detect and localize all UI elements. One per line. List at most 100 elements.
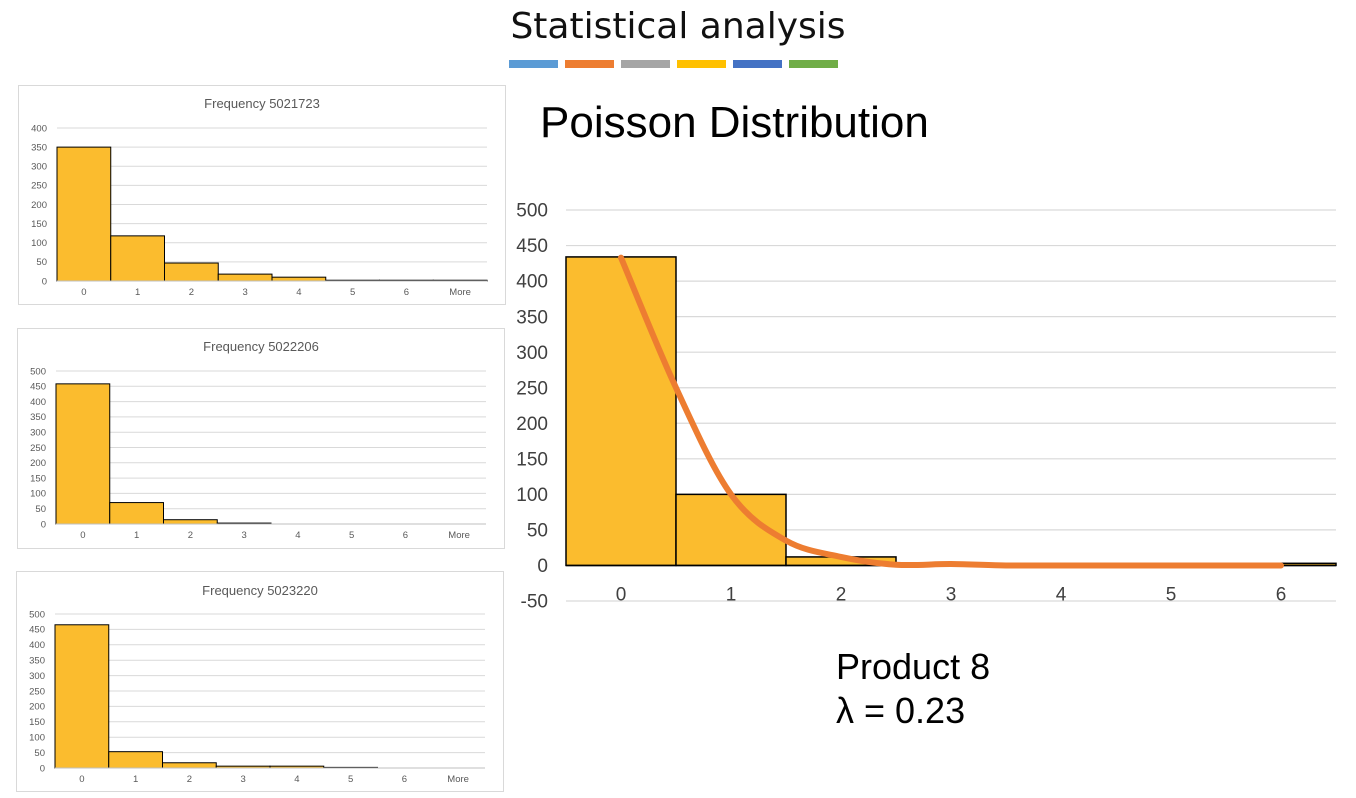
bar: [110, 235, 165, 282]
y-tick-label: 200: [29, 702, 45, 713]
y-tick-label: 200: [30, 458, 46, 469]
accent-swatch: [789, 60, 838, 68]
x-tick-label: 0: [80, 530, 85, 541]
y-tick-label: 350: [516, 307, 548, 328]
bar: [565, 256, 677, 567]
y-tick-label: 350: [31, 142, 47, 153]
x-tick-label: 3: [240, 774, 245, 785]
lambda-caption: λ = 0.23: [836, 690, 966, 731]
y-tick-label: 0: [42, 276, 47, 287]
x-tick-label: 1: [726, 584, 737, 605]
y-tick-label: 100: [516, 485, 548, 506]
x-tick-label: 0: [79, 774, 84, 785]
y-tick-label: 450: [29, 625, 45, 636]
x-tick-label: 1: [135, 287, 140, 298]
x-tick-label: 2: [188, 530, 193, 541]
x-tick-label: More: [449, 287, 471, 298]
x-tick-label: 6: [1276, 584, 1287, 605]
y-tick-label: 0: [40, 763, 45, 774]
y-tick-label: 100: [29, 733, 45, 744]
x-tick-label: 4: [296, 287, 301, 298]
y-tick-label: 150: [516, 449, 548, 470]
y-tick-label: 200: [516, 414, 548, 435]
x-tick-label: 3: [242, 287, 247, 298]
y-tick-label: 0: [41, 519, 46, 530]
product-caption: Product 8: [836, 646, 991, 687]
y-tick-label: 200: [31, 200, 47, 211]
chart-heading: Poisson Distribution: [540, 98, 929, 147]
y-tick-label: 50: [527, 521, 548, 542]
accent-swatch: [565, 60, 614, 68]
y-tick-label: 250: [30, 443, 46, 454]
x-tick-label: 4: [1056, 584, 1067, 605]
y-tick-label: 150: [29, 717, 45, 728]
y-tick-label: 250: [29, 686, 45, 697]
y-tick-label: 100: [31, 238, 47, 249]
x-tick-label: 6: [403, 530, 408, 541]
bar: [162, 762, 217, 769]
bar: [163, 519, 218, 525]
bar: [55, 383, 111, 525]
bar: [108, 751, 163, 769]
accent-swatch: [621, 60, 670, 68]
y-tick-label: 100: [30, 489, 46, 500]
x-tick-label: 2: [189, 287, 194, 298]
x-tick-label: 5: [349, 530, 354, 541]
x-tick-label: More: [448, 530, 470, 541]
x-tick-label: 3: [241, 530, 246, 541]
y-tick-label: 500: [29, 609, 45, 620]
bar: [217, 273, 273, 282]
y-tick-label: 350: [29, 656, 45, 667]
x-tick-label: 5: [350, 287, 355, 298]
y-tick-label: 50: [35, 504, 46, 515]
x-tick-label: 5: [348, 774, 353, 785]
chart-title: Frequency 5021723: [204, 96, 320, 111]
accent-swatch: [733, 60, 782, 68]
y-tick-label: 300: [516, 343, 548, 364]
x-tick-label: 0: [81, 287, 86, 298]
histogram-5021723: Frequency 502172305010015020025030035040…: [31, 96, 488, 298]
y-tick-label: 400: [516, 272, 548, 293]
y-tick-label: 250: [31, 181, 47, 192]
y-tick-label: 0: [537, 556, 548, 577]
x-tick-label: 6: [402, 774, 407, 785]
bar: [109, 502, 164, 525]
y-tick-label: 500: [516, 201, 548, 222]
x-tick-label: 4: [295, 530, 300, 541]
x-tick-label: 1: [134, 530, 139, 541]
y-tick-label: 400: [31, 123, 47, 134]
poisson-chart: -50 0 50 100 150 200 250 300 350 400 450 500 0 1 2 3 4 5 6: [516, 201, 1337, 610]
poisson-fit-line: [618, 254, 1284, 569]
page-title: Statistical analysis: [510, 6, 846, 47]
y-tick-label: 400: [30, 397, 46, 408]
y-tick-label: 150: [30, 473, 46, 484]
y-tick-label: 50: [36, 257, 47, 268]
x-tick-label: 6: [404, 287, 409, 298]
x-tick-label: 2: [187, 774, 192, 785]
x-tick-label: More: [447, 774, 469, 785]
chart-title: Frequency 5023220: [202, 583, 318, 598]
y-tick-label: 300: [29, 671, 45, 682]
y-tick-label: 450: [516, 236, 548, 257]
y-tick-label: 250: [516, 378, 548, 399]
bar: [56, 146, 112, 282]
chart-title: Frequency 5022206: [203, 339, 319, 354]
y-tick-label: 350: [30, 412, 46, 423]
bar: [54, 624, 110, 769]
x-tick-label: 0: [616, 584, 627, 605]
y-tick-label: 150: [31, 219, 47, 230]
y-tick-label: -50: [521, 592, 548, 610]
chart-panel-5021723: Frequency 5021723 0 50 100 150 200 250 300 350 40…: [18, 85, 506, 305]
bar: [164, 262, 219, 282]
x-tick-label: 5: [1166, 584, 1177, 605]
accent-swatch: [677, 60, 726, 68]
histogram-5022206: Frequency 502220605010015020025030035040…: [30, 339, 486, 541]
x-tick-label: 1: [133, 774, 138, 785]
chart-panel-5023220: Frequency 5023220 0 50 100 150 200 250 300 350 40…: [16, 571, 504, 792]
x-tick-label: 2: [836, 584, 847, 605]
y-tick-label: 300: [31, 162, 47, 173]
x-tick-label: 4: [294, 774, 299, 785]
y-tick-label: 400: [29, 640, 45, 651]
y-tick-label: 500: [30, 366, 46, 377]
y-tick-label: 50: [34, 748, 45, 759]
